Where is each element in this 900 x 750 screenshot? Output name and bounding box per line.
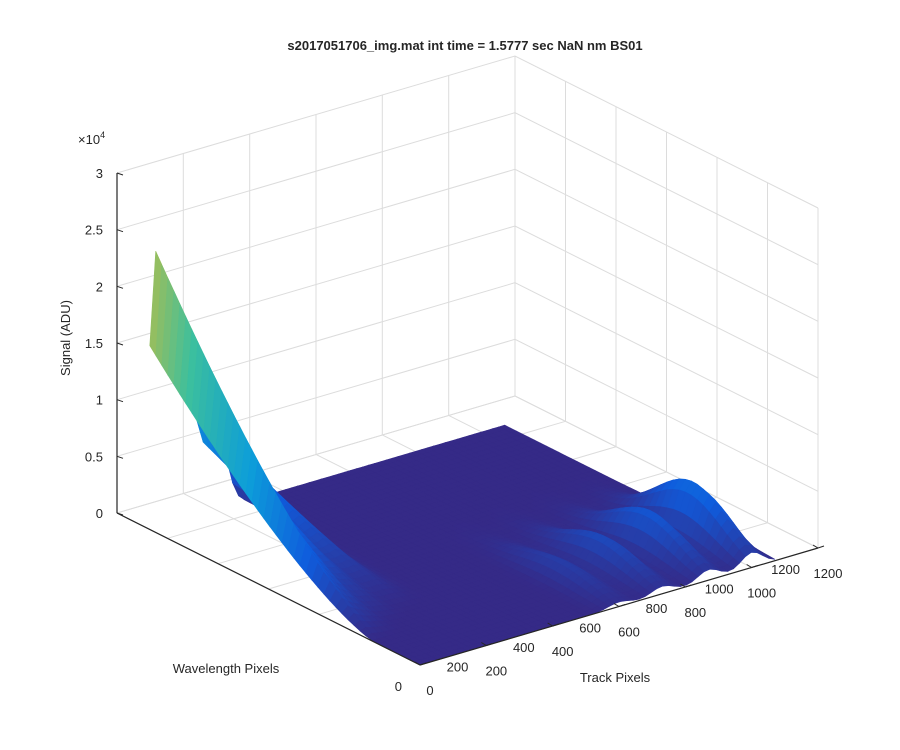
x-tick <box>680 583 686 588</box>
z-tick-label: 0 <box>96 506 103 521</box>
x-tick-label: 600 <box>618 625 640 640</box>
y-tick-label: 1200 <box>771 562 800 577</box>
x-tick-label: 800 <box>684 605 706 620</box>
y-tick-label: 400 <box>513 640 535 655</box>
y-tick <box>618 604 626 607</box>
y-tick <box>486 643 493 646</box>
grid-line-z <box>116 338 819 492</box>
z-tick-label: 3 <box>96 166 103 181</box>
z-tick <box>116 512 124 516</box>
z-tick <box>116 285 124 289</box>
y-tick-label: 1000 <box>705 582 734 597</box>
chart-title: s2017051706_img.mat int time = 1.5777 se… <box>287 38 642 53</box>
x-tick-label: 1200 <box>814 566 843 581</box>
z-tick <box>116 399 124 403</box>
z-tick-label: 1 <box>96 393 103 408</box>
x-tick <box>414 661 421 666</box>
z-tick-label: 2.5 <box>85 223 103 238</box>
y-axis-line <box>116 512 421 666</box>
x-tick-label: 1000 <box>747 586 776 601</box>
grid-line-z <box>116 282 819 436</box>
z-tick <box>116 342 124 346</box>
z-axis-exponent: ×104 <box>78 130 105 147</box>
surface-plot <box>149 251 776 666</box>
grid-line-z <box>116 55 819 209</box>
x-tick <box>481 642 487 646</box>
grid-line-z <box>116 112 819 266</box>
y-tick <box>751 565 758 568</box>
grid-line-z <box>116 225 819 379</box>
x-tick <box>613 603 620 607</box>
z-tick <box>116 229 124 233</box>
z-tick <box>116 172 124 176</box>
x-axis-label: Track Pixels <box>580 670 651 685</box>
y-tick <box>552 623 559 627</box>
z-tick-label: 2 <box>96 279 103 294</box>
x-tick-label: 0 <box>426 683 433 698</box>
x-tick-label: 200 <box>485 664 507 679</box>
z-axis-label: Signal (ADU) <box>58 300 73 376</box>
axes-ticks: 0200400600800100012000200400600800100012… <box>85 166 843 698</box>
y-tick <box>685 584 692 588</box>
x-tick <box>812 544 819 549</box>
z-tick-label: 0.5 <box>85 449 103 464</box>
y-tick <box>419 662 427 666</box>
grid-line-z <box>116 168 819 322</box>
y-tick <box>817 545 825 549</box>
x-tick <box>746 564 752 568</box>
x-tick-label: 400 <box>552 644 574 659</box>
x-tick <box>547 622 553 627</box>
y-tick-label: 600 <box>579 621 601 636</box>
z-tick-label: 1.5 <box>85 336 103 351</box>
y-tick-label: 800 <box>646 601 668 616</box>
y-axis-label: Wavelength Pixels <box>173 661 280 676</box>
y-tick-label: 200 <box>447 660 469 675</box>
y-tick-label: 0 <box>395 679 402 694</box>
z-tick <box>116 455 124 459</box>
